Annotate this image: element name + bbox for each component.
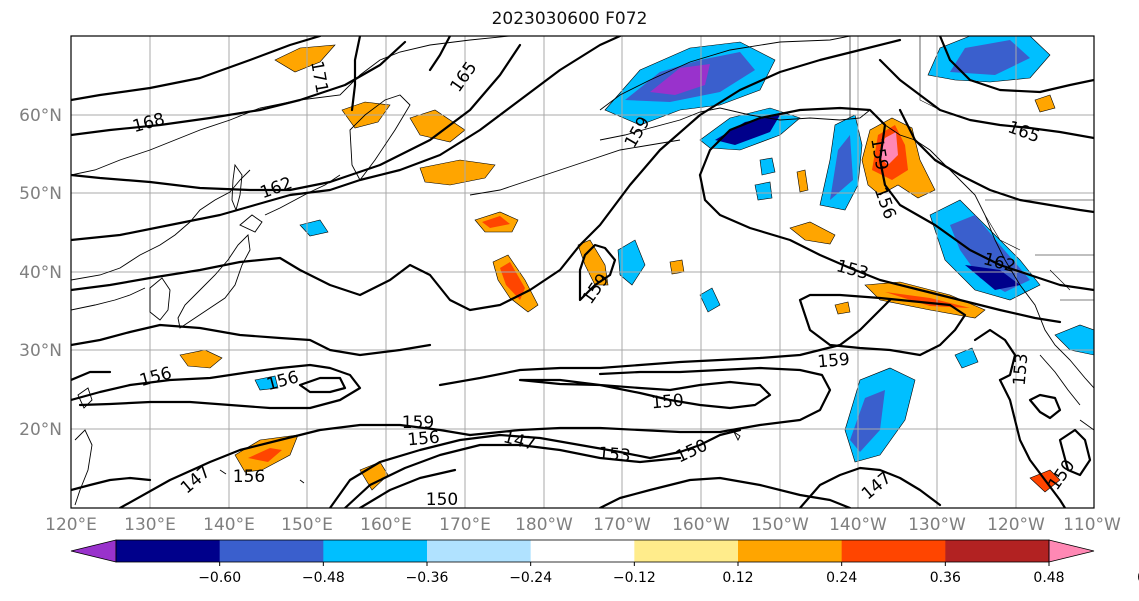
lat-label: 30°N — [19, 341, 62, 361]
colorbar-tick-label: 0.24 — [826, 570, 857, 586]
colorbar-tick-label: 0.48 — [1033, 570, 1064, 586]
map-frame — [70, 35, 1095, 509]
colorbar-tick-label: −0.60 — [198, 570, 241, 586]
contour-label: 156 — [137, 363, 174, 391]
contour-label: 159 — [402, 413, 434, 433]
colorbar-tick-label: −0.36 — [406, 570, 449, 586]
lon-label: 130°W — [908, 515, 966, 535]
lon-label: 120°W — [987, 515, 1045, 535]
colorbar-segment — [634, 540, 739, 562]
colorbar-frame — [115, 539, 1050, 563]
colorbar-segment — [427, 540, 532, 562]
contour-label: 159 — [817, 350, 851, 373]
lon-label: 180°W — [515, 515, 573, 535]
contour-label: 168 — [130, 109, 167, 137]
coastlines — [71, 36, 1094, 506]
colorbar-segment — [219, 540, 324, 562]
lon-label: 160°E — [360, 515, 412, 535]
lon-label: 140°W — [829, 515, 887, 535]
contour-label: 150 — [426, 490, 458, 510]
gridlines — [71, 36, 1094, 508]
contour-label: 147 — [501, 427, 538, 455]
lon-label: 170°E — [439, 515, 491, 535]
lon-label: 140°E — [203, 515, 255, 535]
contour-label: 156 — [407, 428, 441, 451]
contour-label: 153 — [597, 444, 631, 467]
colorbar-segment — [530, 540, 635, 562]
colorbar-tick-label: −0.12 — [613, 570, 656, 586]
lon-label: 170°W — [593, 515, 651, 535]
lat-label: 20°N — [19, 420, 62, 440]
lat-label: 40°N — [19, 263, 62, 283]
colorbar-tick-label: 0.60 — [1137, 570, 1139, 586]
colorbar: −0.60 −0.48 −0.36 −0.24 −0.12 0.12 0.24 0.36 0.4… — [70, 539, 1139, 586]
lat-label: 60°N — [19, 106, 62, 126]
contour-label: 153 — [1010, 353, 1033, 387]
colorbar-segment — [738, 540, 843, 562]
contour-label: 162 — [258, 173, 295, 203]
colorbar-tick-label: −0.24 — [509, 570, 552, 586]
contour-label: 153 — [834, 256, 871, 284]
contour-label: 156 — [233, 467, 265, 487]
colorbar-segment — [70, 539, 117, 563]
shaded-field — [179, 36, 1094, 493]
contour-label: 147 — [177, 462, 215, 498]
borders — [849, 36, 1094, 301]
contour-label: 171 — [306, 59, 331, 94]
colorbar-segment — [116, 540, 221, 562]
contour-label: 156 — [870, 185, 900, 222]
colorbar-segment — [841, 540, 946, 562]
contour-label: 165 — [1005, 117, 1042, 147]
lat-label: 50°N — [19, 184, 62, 204]
contours — [71, 36, 1094, 508]
lon-label: 110°W — [1063, 515, 1121, 535]
contour-label: 150 — [651, 391, 685, 414]
lon-label: 120°E — [45, 515, 97, 535]
colorbar-segment — [323, 540, 428, 562]
colorbar-tick-label: −0.48 — [302, 570, 345, 586]
lon-label: 150°E — [281, 515, 333, 535]
colorbar-segment — [945, 540, 1050, 562]
colorbar-segment — [1048, 539, 1095, 563]
lon-label: 130°E — [124, 515, 176, 535]
lon-label: 150°W — [751, 515, 809, 535]
contour-label: 165 — [446, 58, 481, 96]
map-title: 2023030600 F072 — [491, 9, 648, 29]
colorbar-tick-label: 0.36 — [930, 570, 961, 586]
contour-label: 156 — [264, 367, 301, 395]
latitude-labels: 60°N 50°N 40°N 30°N 20°N — [19, 106, 62, 440]
lon-label: 160°W — [672, 515, 730, 535]
contour-label: 150 — [673, 436, 711, 468]
colorbar-tick-label: 0.12 — [722, 570, 753, 586]
longitude-labels: 120°E 130°E 140°E 150°E 160°E 170°E 180°… — [45, 515, 1121, 535]
